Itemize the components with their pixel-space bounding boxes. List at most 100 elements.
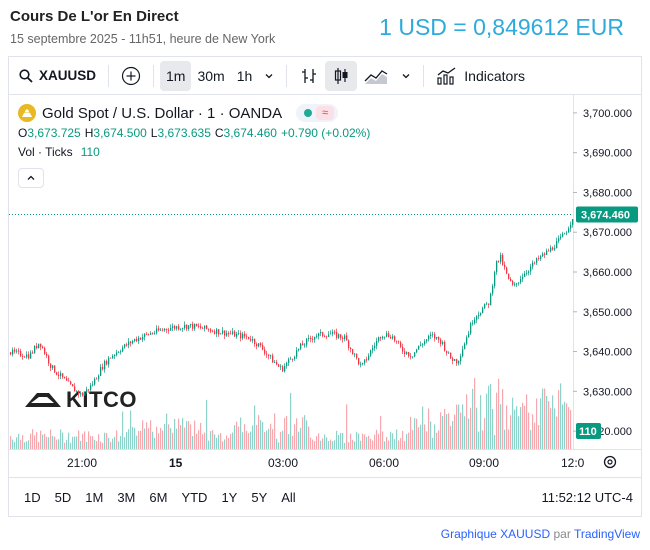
- candle-body: [38, 343, 40, 348]
- volume-bar: [380, 415, 382, 449]
- timeframe-3m-button[interactable]: 3M: [117, 490, 136, 505]
- price-axis-label: 3,650.000: [583, 307, 632, 319]
- candle-body: [146, 333, 148, 335]
- candle-body: [386, 333, 388, 337]
- candle-body: [224, 330, 226, 336]
- volume-bar: [130, 410, 132, 449]
- volume-bar: [502, 388, 504, 449]
- candle-body: [60, 373, 62, 376]
- candle-body: [244, 333, 246, 337]
- timeframe-1d-button[interactable]: 1D: [24, 490, 41, 505]
- timeframe-5y-button[interactable]: 5Y: [251, 490, 268, 505]
- timeframe-6m-button[interactable]: 6M: [149, 490, 168, 505]
- candle-body: [410, 356, 412, 357]
- volume-bar: [124, 437, 126, 449]
- candle-body: [48, 355, 50, 364]
- volume-bar: [292, 435, 294, 449]
- symbol-search-button[interactable]: XAUUSD: [9, 61, 102, 91]
- volume-bar: [548, 401, 550, 449]
- symbol-chart-link[interactable]: Graphique XAUUSD: [440, 527, 551, 541]
- volume-bar: [52, 436, 54, 449]
- candle-body: [534, 262, 536, 264]
- candle-body: [356, 353, 358, 358]
- candle-body: [238, 333, 240, 334]
- toolbar-divider: [108, 64, 110, 87]
- candle-body: [298, 348, 300, 351]
- candle-body: [326, 336, 328, 338]
- candle-body: [342, 337, 344, 340]
- interval-1m-button[interactable]: 1m: [160, 60, 192, 91]
- candle-body: [562, 233, 564, 237]
- candle-body: [506, 267, 508, 274]
- volume-bar: [388, 440, 390, 449]
- timeframe-all-button[interactable]: All: [281, 490, 296, 505]
- candle-body: [128, 341, 130, 346]
- interval-30m-button[interactable]: 30m: [197, 67, 225, 84]
- candle-body: [334, 331, 336, 333]
- candle-body: [34, 345, 36, 353]
- volume-bar: [352, 440, 354, 449]
- volume-bar: [270, 423, 272, 449]
- price-chart[interactable]: KITCO 3,700.000 3,690.000 3,680.000 3,670.00…: [9, 95, 641, 477]
- candles-style-button[interactable]: [325, 60, 358, 91]
- volume-label: Vol · Ticks: [18, 145, 73, 159]
- bar-style-button[interactable]: [293, 61, 325, 91]
- chart-attribution: Graphique XAUUSD par TradingView: [441, 527, 640, 541]
- timeframe-1y-button[interactable]: 1Y: [221, 490, 238, 505]
- last-price-label: 3,674.460: [581, 209, 630, 221]
- tradingview-link[interactable]: TradingView: [573, 527, 640, 541]
- candle-body: [198, 326, 200, 327]
- volume-bar: [56, 439, 58, 449]
- candle-body: [104, 360, 106, 370]
- delayed-data-icon: ≈: [316, 106, 335, 120]
- volume-bar: [450, 425, 452, 449]
- candle-body: [122, 347, 124, 352]
- settings-icon[interactable]: [603, 455, 617, 469]
- candle-body: [292, 358, 294, 360]
- timeframe-1m-button[interactable]: 1M: [85, 490, 104, 505]
- interval-dropdown-button[interactable]: [258, 61, 280, 91]
- volume-bar: [248, 433, 250, 449]
- interval-1h-button[interactable]: 1h: [236, 67, 253, 84]
- candle-body: [166, 328, 168, 330]
- candle-body: [102, 366, 104, 370]
- timeframe-ytd-button[interactable]: YTD: [181, 490, 208, 505]
- candle-body: [516, 283, 518, 285]
- candle-body: [250, 338, 252, 341]
- volume-bar: [34, 435, 36, 449]
- collapse-legend-button[interactable]: [18, 168, 44, 188]
- volume-bar: [184, 427, 186, 449]
- volume-bar: [546, 395, 548, 449]
- compare-symbol-button[interactable]: [115, 61, 147, 91]
- candle-body: [148, 333, 150, 335]
- volume-bar: [186, 421, 188, 449]
- candle-body: [414, 352, 416, 357]
- candle-body: [192, 323, 194, 329]
- area-style-button[interactable]: [357, 61, 395, 91]
- chart-clock[interactable]: 11:52:12 UTC-4: [541, 490, 633, 505]
- candle-body: [98, 375, 100, 379]
- volume-bar: [58, 439, 60, 449]
- candle-body: [26, 354, 28, 358]
- indicators-button[interactable]: Indicators: [430, 61, 531, 91]
- volume-bar: [102, 442, 104, 449]
- candle-body: [178, 326, 180, 330]
- symbol-title[interactable]: Gold Spot / U.S. Dollar · 1 · OANDA: [42, 104, 283, 122]
- candle-body: [464, 343, 466, 350]
- candle-body: [330, 333, 332, 335]
- chart-type-dropdown-button[interactable]: [395, 61, 417, 91]
- volume-bar: [334, 440, 336, 449]
- time-axis-label: 21:00: [67, 456, 97, 470]
- volume-bar: [218, 434, 220, 449]
- candle-body: [436, 336, 438, 339]
- candle-body: [194, 323, 196, 329]
- candle-body: [158, 328, 160, 331]
- candle-body: [510, 278, 512, 282]
- volume-bar: [442, 416, 444, 449]
- timeframe-5d-button[interactable]: 5D: [54, 490, 72, 505]
- volume-bar: [182, 418, 184, 449]
- market-status[interactable]: ≈: [296, 104, 339, 122]
- volume-bar: [256, 424, 258, 449]
- candle-body: [444, 342, 446, 351]
- volume-bar: [368, 435, 370, 449]
